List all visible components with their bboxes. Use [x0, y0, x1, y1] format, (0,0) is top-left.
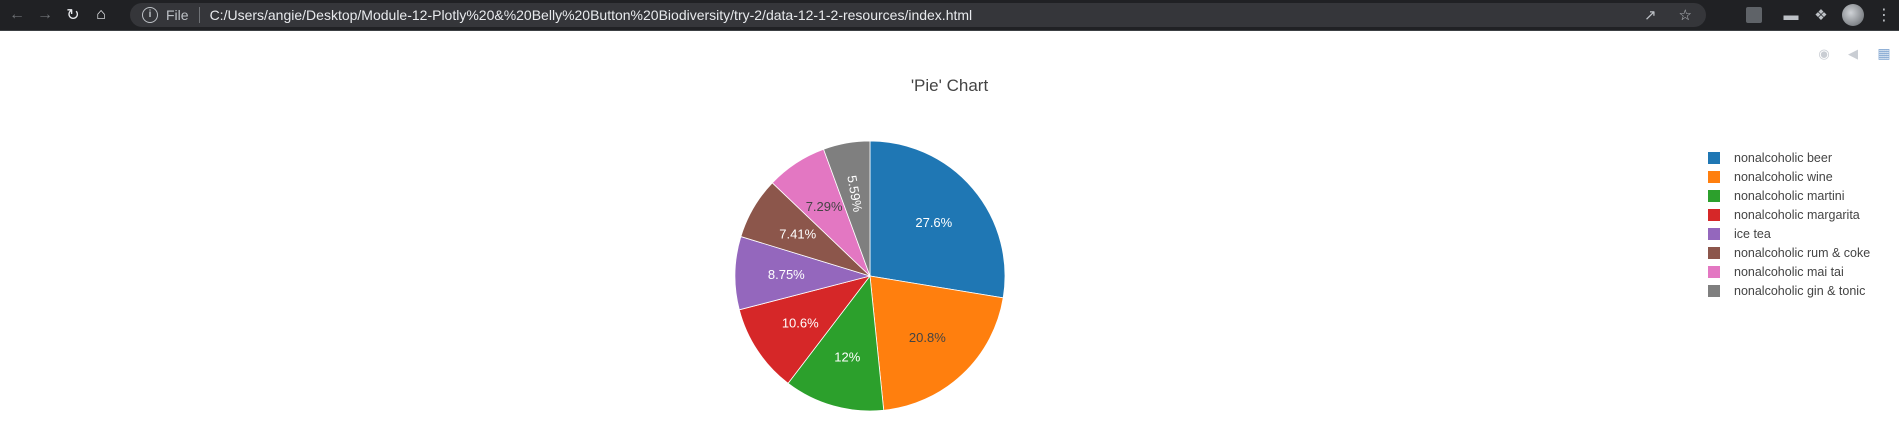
- chart-title: 'Pie' Chart: [0, 76, 1899, 96]
- legend-item[interactable]: nonalcoholic margarita: [1708, 205, 1870, 224]
- legend-item[interactable]: ice tea: [1708, 224, 1870, 243]
- site-info-icon[interactable]: i: [142, 7, 158, 23]
- share-icon[interactable]: ↗: [1643, 7, 1657, 24]
- legend-swatch: [1708, 284, 1720, 297]
- legend-label: nonalcoholic wine: [1734, 169, 1833, 184]
- legend-swatch: [1708, 170, 1720, 183]
- legend-swatch: [1708, 246, 1720, 259]
- legend-swatch: [1708, 151, 1720, 164]
- browser-toolbar: ← → ↻ ⌂ i File C:/Users/angie/Desktop/Mo…: [0, 0, 1899, 31]
- legend-swatch: [1708, 227, 1720, 240]
- file-scheme-label: File: [166, 7, 189, 23]
- legend-item[interactable]: nonalcoholic gin & tonic: [1708, 281, 1870, 300]
- home-icon[interactable]: ⌂: [96, 6, 106, 23]
- legend-label: nonalcoholic beer: [1734, 150, 1832, 165]
- legend-item[interactable]: nonalcoholic rum & coke: [1708, 243, 1870, 262]
- slice-percent-label: 10.6%: [782, 315, 819, 330]
- legend-item[interactable]: nonalcoholic martini: [1708, 186, 1870, 205]
- legend-swatch: [1708, 265, 1720, 278]
- slice-percent-label: 5.59%: [844, 174, 865, 213]
- reload-icon[interactable]: ↻: [66, 7, 80, 24]
- legend-item[interactable]: nonalcoholic beer: [1708, 148, 1870, 167]
- slice-percent-label: 27.6%: [915, 215, 952, 230]
- legend-label: nonalcoholic margarita: [1734, 207, 1860, 222]
- more-menu-icon[interactable]: ⋮: [1876, 7, 1892, 24]
- legend-swatch: [1708, 208, 1720, 221]
- slice-percent-label: 12%: [834, 350, 860, 365]
- forward-icon[interactable]: →: [37, 6, 53, 23]
- address-divider: [198, 7, 200, 23]
- hover-closest-icon[interactable]: ◀: [1848, 46, 1858, 61]
- bookmark-star-icon[interactable]: ☆: [1678, 7, 1692, 24]
- media-control-icon[interactable]: ▬: [1783, 6, 1799, 24]
- back-icon[interactable]: ←: [9, 6, 25, 23]
- profile-avatar[interactable]: [1842, 4, 1864, 26]
- legend-item[interactable]: nonalcoholic mai tai: [1708, 262, 1870, 281]
- slice-percent-label: 8.75%: [768, 267, 805, 282]
- pie-slice[interactable]: [869, 140, 1006, 299]
- legend-swatch: [1708, 189, 1720, 202]
- pie-slice[interactable]: [869, 275, 1004, 411]
- pie-slice[interactable]: [738, 275, 872, 384]
- legend-label: nonalcoholic gin & tonic: [1734, 283, 1866, 298]
- plotly-logo-icon[interactable]: ▦: [1877, 45, 1891, 61]
- legend-label: ice tea: [1734, 226, 1771, 241]
- legend-label: nonalcoholic martini: [1734, 188, 1845, 203]
- address-bar[interactable]: i File C:/Users/angie/Desktop/Module-12-…: [130, 3, 1706, 27]
- legend-item[interactable]: nonalcoholic wine: [1708, 167, 1870, 186]
- slice-percent-label: 20.8%: [909, 330, 946, 345]
- pie-slice[interactable]: [823, 140, 871, 277]
- legend-label: nonalcoholic rum & coke: [1734, 245, 1871, 260]
- extensions-puzzle-icon[interactable]: ❖: [1814, 7, 1828, 24]
- url-text[interactable]: C:/Users/angie/Desktop/Module-12-Plotly%…: [209, 7, 973, 23]
- legend-label: nonalcoholic mai tai: [1734, 264, 1844, 279]
- camera-icon[interactable]: ◉: [1818, 46, 1830, 61]
- chart-legend: nonalcoholic beer nonalcoholic wine nonalc…: [1708, 148, 1870, 300]
- extension-icon[interactable]: [1746, 7, 1762, 23]
- pie-slice[interactable]: [787, 274, 885, 412]
- slice-percent-label: 7.41%: [779, 227, 816, 242]
- chart-title-text: 'Pie' Chart: [910, 76, 989, 95]
- slice-percent-label: 7.29%: [806, 199, 843, 214]
